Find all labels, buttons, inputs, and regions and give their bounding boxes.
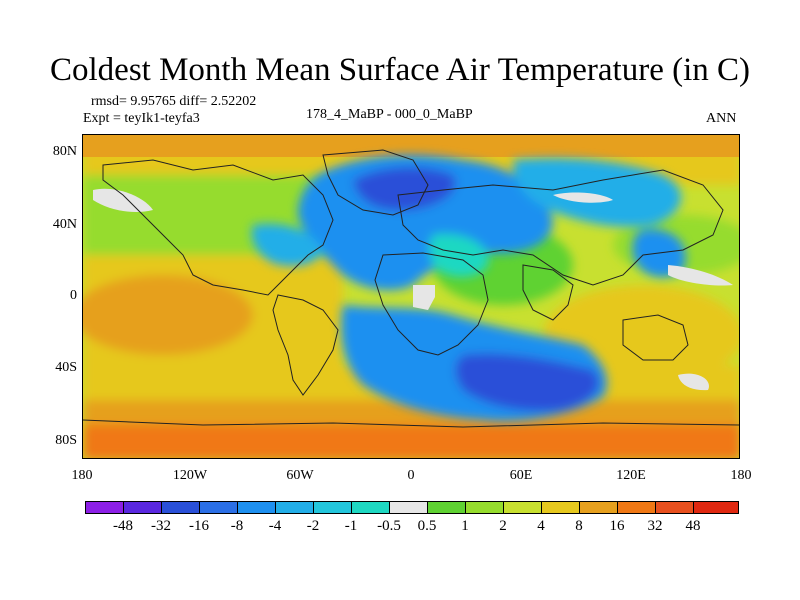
colorbar-label: -4 xyxy=(268,518,282,534)
lat-label-40s: 40S xyxy=(55,360,77,375)
colorbar-label: 48 xyxy=(685,518,701,534)
colorbar-swatch xyxy=(237,501,276,514)
colorbar-swatch xyxy=(617,501,656,514)
colorbar-swatch xyxy=(655,501,694,514)
lon-label-120w: 120W xyxy=(172,468,208,483)
colorbar-label: 32 xyxy=(647,518,663,534)
lat-label-80n: 80N xyxy=(52,144,77,159)
lat-label-40n: 40N xyxy=(52,217,77,232)
colorbar-label: -32 xyxy=(151,518,171,534)
lat-label-equator: 0 xyxy=(70,288,77,303)
colorbar-label: 0.5 xyxy=(417,518,437,534)
colorbar-label: 4 xyxy=(537,518,545,534)
map-title: Coldest Month Mean Surface Air Temperatu… xyxy=(50,52,750,88)
colorbar-swatch xyxy=(275,501,314,514)
colorbar-label: -16 xyxy=(189,518,209,534)
colorbar-swatch xyxy=(199,501,238,514)
colorbar-label: 1 xyxy=(461,518,469,534)
colorbar-swatch xyxy=(503,501,542,514)
lon-label-60w: 60W xyxy=(286,468,314,483)
colorbar-swatch xyxy=(389,501,428,514)
colorbar-swatch xyxy=(351,501,390,514)
experiment-label: Expt = teyIk1-teyfa3 xyxy=(83,111,200,126)
stats-line: rmsd= 9.95765 diff= 2.52202 xyxy=(91,94,257,109)
lon-label-120e: 120E xyxy=(616,468,646,483)
colorbar-label: 8 xyxy=(575,518,583,534)
lon-label-0: 0 xyxy=(407,468,415,483)
colorbar-swatch xyxy=(541,501,580,514)
lon-label-180e: 180 xyxy=(730,468,752,483)
lat-label-80s: 80S xyxy=(55,433,77,448)
colorbar-swatch xyxy=(693,501,739,514)
lon-label-60e: 60E xyxy=(509,468,533,483)
colorbar-swatch xyxy=(123,501,162,514)
temperature-map xyxy=(82,134,740,459)
colorbar-label: -48 xyxy=(113,518,133,534)
colorbar-label: 2 xyxy=(499,518,507,534)
colorbar-swatch xyxy=(161,501,200,514)
colorbar-label: -2 xyxy=(306,518,320,534)
season-label: ANN xyxy=(706,111,737,126)
colorbar-swatch xyxy=(579,501,618,514)
lon-label-180w: 180 xyxy=(71,468,93,483)
colorbar-label: 16 xyxy=(609,518,625,534)
colorbar-swatch xyxy=(85,501,124,514)
colorbar-label: -1 xyxy=(344,518,358,534)
colorbar-swatch xyxy=(465,501,504,514)
colorbar-swatch xyxy=(427,501,466,514)
colorbar-label: -8 xyxy=(230,518,244,534)
colorbar-swatch xyxy=(313,501,352,514)
colorbar-label: -0.5 xyxy=(377,518,401,534)
period-label: 178_4_MaBP - 000_0_MaBP xyxy=(306,107,473,122)
